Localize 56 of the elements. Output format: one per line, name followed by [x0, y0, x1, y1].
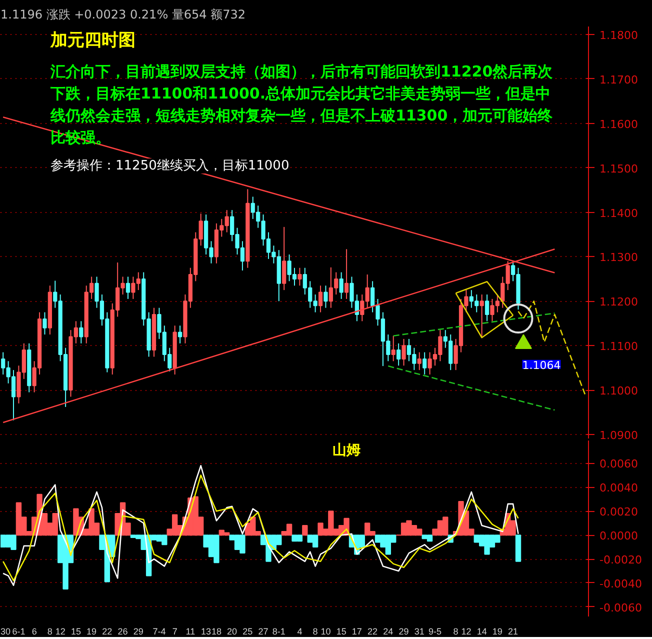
y-tick-label: 0.0020	[600, 506, 638, 519]
chart-title: 加元四时图	[50, 30, 136, 50]
x-tick-label: 15	[336, 626, 346, 636]
y-tick-label: 1.1200	[600, 296, 638, 309]
x-tick-label: 29	[133, 626, 144, 636]
text: 1.1196 涨跌 +0.0023 0.21% 量654 额732	[0, 8, 246, 22]
y-tick-label: 1.1000	[600, 384, 638, 398]
x-tick-label: 20	[227, 626, 238, 636]
x-tick-label: 27	[258, 626, 268, 636]
x-tick-label: 24	[383, 626, 394, 636]
y-tick-label: 1.0900	[600, 429, 638, 442]
x-tick-label: 25	[242, 626, 253, 636]
x-tick-label: 21	[508, 626, 518, 636]
x-tick-label: 31	[414, 626, 424, 636]
y-tick-label: -0.0020	[600, 554, 642, 567]
x-tick-label: 8	[312, 626, 318, 636]
annotation: 参考操作：11250继续买入，目标11000	[50, 158, 290, 174]
x-tick-label: 7	[172, 626, 178, 636]
x-tick-label: 26	[118, 626, 128, 636]
x-tick-label: 9-5	[428, 626, 442, 636]
y-tick-label: 1.1100	[600, 340, 638, 354]
x-tick-label: 19	[86, 626, 97, 636]
x-tick-label: 7-4	[152, 626, 166, 636]
x-tick-label: 12	[55, 626, 66, 636]
y-tick-label: 0.0060	[600, 458, 638, 471]
y-tick-label: 1.1500	[600, 162, 638, 176]
x-tick-label: 10	[320, 626, 331, 636]
x-tick-label: 30	[0, 626, 11, 636]
y-tick-label: 1.1400	[600, 206, 638, 220]
x-tick-label: 18	[211, 626, 222, 636]
y-tick-label: 1.1800	[600, 29, 638, 42]
chart-title: 山姆	[332, 442, 361, 458]
x-tick-label: 6-1	[12, 626, 26, 636]
x-tick-label: 22	[368, 626, 378, 636]
x-tick-label: 14	[476, 626, 487, 636]
y-tick-label: -0.0060	[600, 601, 642, 614]
y-tick-label: 1.1700	[600, 73, 638, 86]
x-tick-label: 13	[201, 626, 212, 636]
x-tick-label: 6	[32, 626, 37, 636]
y-tick-label: 1.1300	[600, 251, 638, 264]
x-tick-label: 8	[47, 626, 52, 636]
x-tick-label: 15	[70, 626, 81, 636]
x-tick-label: 17	[352, 626, 362, 636]
x-tick-label: 8-1	[272, 626, 286, 636]
x-tick-label: 22	[102, 626, 112, 636]
x-tick-label: 11	[186, 626, 196, 636]
x-tick-label: 29	[398, 626, 409, 636]
x-tick-label: 12	[461, 626, 472, 636]
y-tick-label: 0.0000	[600, 530, 638, 543]
y-tick-label: 0.0040	[600, 482, 638, 495]
y-tick-label: -0.0040	[600, 577, 642, 590]
annotation: 1.1064	[522, 358, 561, 372]
x-tick-label: 8	[453, 626, 458, 636]
y-tick-label: 1.1600	[600, 118, 638, 131]
x-tick-label: 4	[297, 626, 302, 636]
x-tick-label: 19	[492, 626, 502, 636]
